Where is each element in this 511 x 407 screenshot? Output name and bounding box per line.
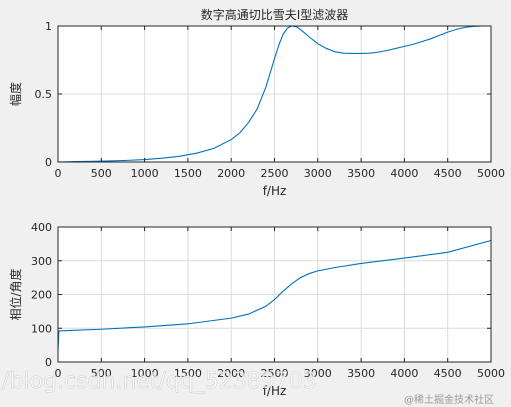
watermark-site: @稀土掘金技术社区	[404, 393, 494, 406]
x-tick-label: 5000	[477, 167, 505, 180]
x-tick-label: 4000	[390, 367, 418, 380]
x-tick-label: 3500	[347, 367, 375, 380]
x-tick-label: 5000	[477, 367, 505, 380]
x-axis-label: f/Hz	[263, 184, 287, 198]
y-tick-label: 1	[45, 20, 52, 33]
x-tick-label: 3000	[304, 167, 332, 180]
y-tick-label: 300	[31, 255, 52, 268]
watermark-url: /blog.csdn.net/qq_52389703	[2, 369, 317, 394]
y-axis-label: 幅度	[8, 82, 23, 106]
y-tick-label: 400	[31, 221, 52, 234]
x-tick-label: 1000	[131, 167, 159, 180]
y-tick-label: 100	[31, 322, 52, 335]
x-tick-label: 1500	[174, 167, 202, 180]
x-tick-label: 0	[55, 167, 62, 180]
x-tick-label: 500	[91, 367, 112, 380]
x-tick-label: 4500	[434, 367, 462, 380]
x-tick-label: 0	[55, 367, 62, 380]
x-tick-label: 2000	[217, 167, 245, 180]
x-tick-label: 2500	[261, 167, 289, 180]
x-tick-label: 1500	[174, 367, 202, 380]
magnitude-plot: 0 500 1000 1500 2000 2500 3000 3500 4000 4500 5000…	[8, 7, 505, 198]
x-tick-label: 4000	[390, 167, 418, 180]
x-tick-label: 2000	[217, 367, 245, 380]
x-tick-label: 3500	[347, 167, 375, 180]
series-line	[57, 239, 492, 351]
x-tick-label: 3000	[304, 367, 332, 380]
y-axis-label: 相位/角度	[8, 268, 23, 320]
x-axis-label: f/Hz	[263, 384, 287, 398]
x-tick-label: 500	[91, 167, 112, 180]
x-tick-label: 4500	[434, 167, 462, 180]
y-tick-label: 0	[45, 356, 52, 369]
y-tick-label: 0	[45, 156, 52, 169]
series-line	[57, 25, 491, 163]
x-tick-label: 2500	[261, 367, 289, 380]
y-tick-label: 0.5	[35, 88, 53, 101]
phase-plot: 0 500 1000 1500 2000 2500 3000 3500 4000 4500 5000…	[8, 221, 505, 398]
y-tick-label: 200	[31, 289, 52, 302]
x-tick-label: 1000	[131, 367, 159, 380]
chart-title: 数字高通切比雪夫I型滤波器	[201, 7, 349, 22]
